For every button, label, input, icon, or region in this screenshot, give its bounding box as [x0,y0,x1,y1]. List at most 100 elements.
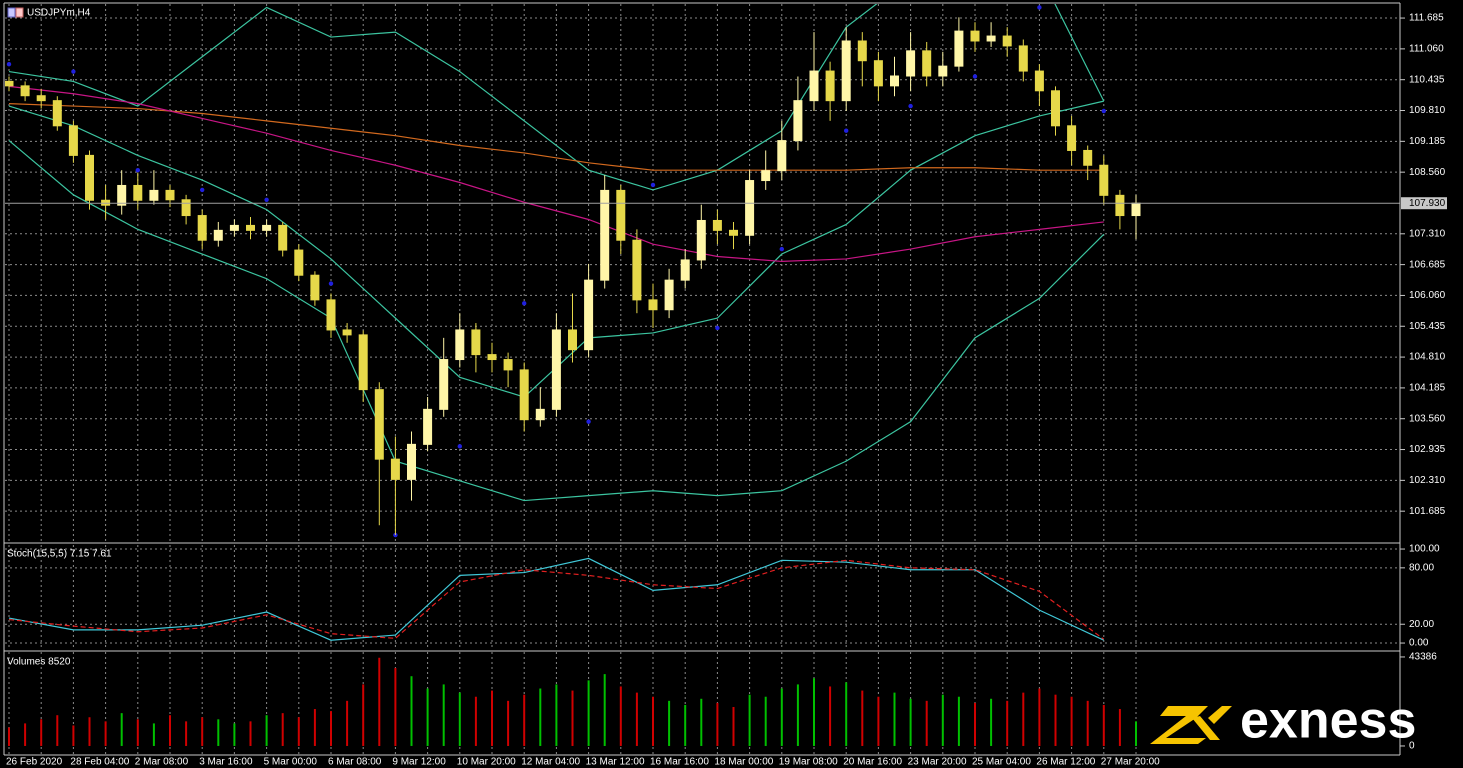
candle-body [777,140,787,172]
candle-body [5,80,14,87]
sar-dot [457,444,462,449]
y-tick-label: 101.685 [1409,506,1446,517]
candle-body [986,35,996,42]
candle-body [938,65,948,77]
candle-body [326,299,336,331]
sar-dot [200,187,205,193]
sar-dot [328,281,334,286]
y-tick-label: 106.060 [1409,290,1446,301]
y-tick-label: 108.560 [1409,167,1446,178]
sar-dot [908,103,913,109]
sar-dot [6,61,12,67]
x-tick-label: 6 Mar 08:00 [328,757,382,768]
sar-dot [522,301,527,306]
y-tick-label: 110.435 [1409,74,1445,85]
price-pane [5,4,1400,542]
candle-body [857,40,867,62]
candle-body [729,229,738,236]
candle-body [149,189,159,201]
candle-body [455,329,465,361]
symbol-icon [7,7,16,18]
candle-body [568,329,577,351]
candle-body [648,299,658,311]
candle-body [825,70,835,102]
candle-body [584,279,594,351]
candle-body [423,408,433,445]
candle-body [873,60,883,87]
x-tick-label: 26 Mar 12:00 [1036,757,1095,768]
indicator-title: Volumes 8520 [7,657,71,668]
sar-dot [135,167,140,173]
current-price-box [1401,197,1447,210]
candle-body [117,184,127,206]
sar-dot [1101,108,1107,114]
y-tick-label: 43386 [1409,652,1437,663]
indicator-line [8,4,1105,191]
candle-body [1115,194,1125,217]
candle-body [1099,164,1109,196]
indicator-line [8,140,1105,502]
candle-body [632,239,642,301]
indicator-title: Stoch(15,5,5) 7.15 7.61 [7,549,112,560]
candle-body [761,170,771,182]
candle-body [1067,125,1077,151]
x-tick-label: 16 Mar 16:00 [650,757,709,768]
candle-body [906,50,916,77]
candle-body [519,369,529,421]
candle-body [487,354,497,361]
candle-body [1018,45,1028,72]
sar-dot [779,246,784,252]
sar-dot [1037,5,1042,10]
candle-body [36,95,46,102]
candle-body [970,30,980,42]
candle-body [407,443,416,480]
candle-body [342,329,352,336]
current-price-label: 107.930 [1409,198,1446,209]
x-tick-label: 27 Mar 20:00 [1101,757,1160,768]
candle-body [1002,35,1012,47]
candle-body [616,189,626,241]
candle-body [841,40,851,102]
candle-body [696,219,706,261]
x-tick-label: 19 Mar 08:00 [779,757,838,768]
candle-body [374,389,384,460]
x-tick-label: 9 Mar 12:00 [392,757,446,768]
y-tick-label: 104.185 [1409,383,1446,394]
candle-body [712,219,722,231]
x-tick-label: 20 Mar 16:00 [843,757,902,768]
sar-dot [972,74,978,79]
y-tick-label: 0.00 [1409,638,1429,649]
x-tick-label: 23 Mar 20:00 [908,757,967,768]
x-tick-label: 10 Mar 20:00 [457,757,516,768]
candle-body [85,154,94,201]
candle-body [664,279,674,311]
brand-logo: exness [1150,692,1416,750]
y-tick-label: 102.935 [1409,444,1446,455]
candle-body [181,199,191,217]
x-tick-label: 28 Feb 04:00 [70,757,129,768]
chart-title: USDJPYm,H4 [27,8,91,19]
candle-body [551,329,561,410]
y-tick-label: 111.685 [1409,13,1444,24]
candle-body [294,249,304,276]
candle-body [262,224,272,231]
x-tick-label: 25 Mar 04:00 [972,757,1031,768]
y-tick-label: 109.810 [1409,105,1446,116]
candle-body [1083,149,1093,166]
candle-body [390,458,400,480]
candle-body [471,329,481,356]
y-tick-label: 107.310 [1409,228,1446,239]
candle-body [197,215,207,241]
y-tick-label: 20.00 [1409,619,1434,630]
candle-body [246,224,255,231]
y-tick-label: 109.185 [1409,136,1446,147]
stoch-line [8,557,1105,641]
candle-body [954,30,964,67]
candle-body [503,359,513,371]
candle-body [278,224,288,251]
candle-body [1051,90,1060,127]
sar-dot [715,325,720,331]
candle-body [680,259,690,281]
